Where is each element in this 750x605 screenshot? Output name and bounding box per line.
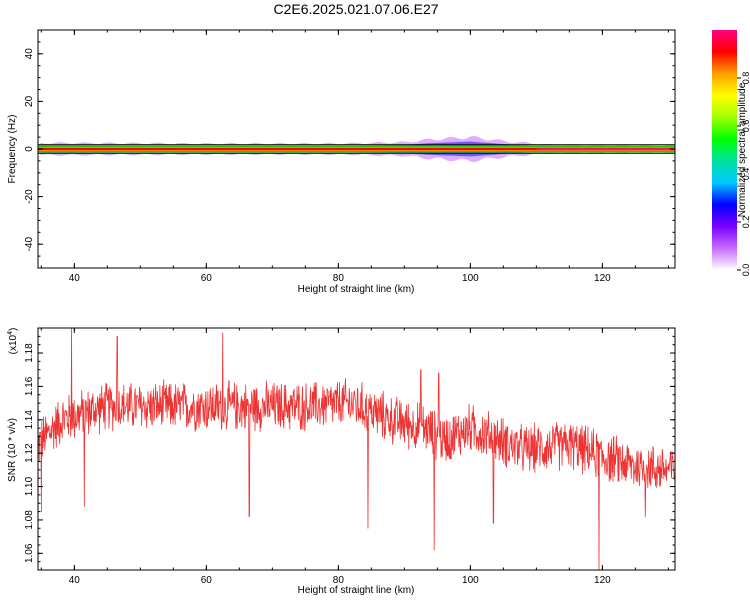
x-tick-label: 120 xyxy=(594,273,611,284)
colorbar-tick-label: 0.6 xyxy=(741,120,750,133)
y-tick-label: -40 xyxy=(24,237,35,252)
snr-y-label: SNR (10 * v/v) xyxy=(7,418,18,482)
y-tick-label: 1.12 xyxy=(24,443,35,463)
snr-y-multiplier: (x104) xyxy=(7,328,19,355)
colorbar-ticks: 0.0 0.2 0.4 0.6 0.8 xyxy=(737,72,750,277)
snr-series-line xyxy=(38,328,675,570)
snr-y-axis: 1.06 1.08 1.10 1.12 1.14 1.16 1.18 xyxy=(24,327,675,571)
figure-title: C2E6.2025.021.07.06.E27 xyxy=(273,1,438,17)
spectrogram-x-label: Height of straight line (km) xyxy=(298,284,415,295)
x-tick-label: 40 xyxy=(69,575,81,586)
x-tick-label: 60 xyxy=(201,273,213,284)
y-tick-label: 20 xyxy=(24,95,35,107)
y-tick-label: -20 xyxy=(24,189,35,204)
x-tick-label: 100 xyxy=(462,273,479,284)
x-tick-label: 60 xyxy=(201,575,213,586)
x-tick-label: 80 xyxy=(333,273,345,284)
colorbar-tick-label: 0.4 xyxy=(741,168,750,181)
y-tick-label: 1.06 xyxy=(24,543,35,563)
x-tick-label: 120 xyxy=(594,575,611,586)
snr-panel: 40 60 80 100 120 1.06 1.08 1.10 1.12 1.14 1.16 1.1… xyxy=(7,327,676,596)
spectrogram-y-label: Frequency (Hz) xyxy=(7,115,18,184)
spectrogram-y-axis: 40 20 0 -20 -40 xyxy=(24,29,675,269)
colorbar-tick-label: 0.0 xyxy=(741,264,750,277)
spectrogram-core-high xyxy=(536,147,675,151)
y-tick-label: 40 xyxy=(24,48,35,60)
colorbar-gradient xyxy=(712,30,737,270)
colorbar-tick-label: 0.8 xyxy=(741,72,750,85)
x-tick-label: 100 xyxy=(462,575,479,586)
spectrogram-core xyxy=(38,147,675,151)
snr-x-label: Height of straight line (km) xyxy=(298,585,415,596)
y-tick-label: 1.18 xyxy=(24,343,35,363)
colorbar: 0.0 0.2 0.4 0.6 0.8 Normalized spectral ampl… xyxy=(712,30,750,276)
spectrogram-heatmap xyxy=(38,135,675,163)
spectrogram-x-axis: 40 60 80 100 120 xyxy=(40,30,669,284)
snr-x-axis: 40 60 80 100 120 xyxy=(40,328,669,586)
y-tick-label: 1.08 xyxy=(24,510,35,530)
x-tick-label: 40 xyxy=(69,273,81,284)
y-tick-label: 1.14 xyxy=(24,410,35,430)
y-tick-label: 1.16 xyxy=(24,376,35,396)
colorbar-tick-label: 0.2 xyxy=(741,216,750,229)
spectrogram-panel: 40 60 80 100 120 40 20 0 -20 -40 Height of strai… xyxy=(7,29,676,295)
y-tick-label: 0 xyxy=(24,146,35,152)
colorbar-label: Normalized spectral amplitude xyxy=(737,82,748,217)
y-tick-label: 1.10 xyxy=(24,476,35,496)
snr-frame xyxy=(37,327,676,571)
x-tick-label: 80 xyxy=(333,575,345,586)
